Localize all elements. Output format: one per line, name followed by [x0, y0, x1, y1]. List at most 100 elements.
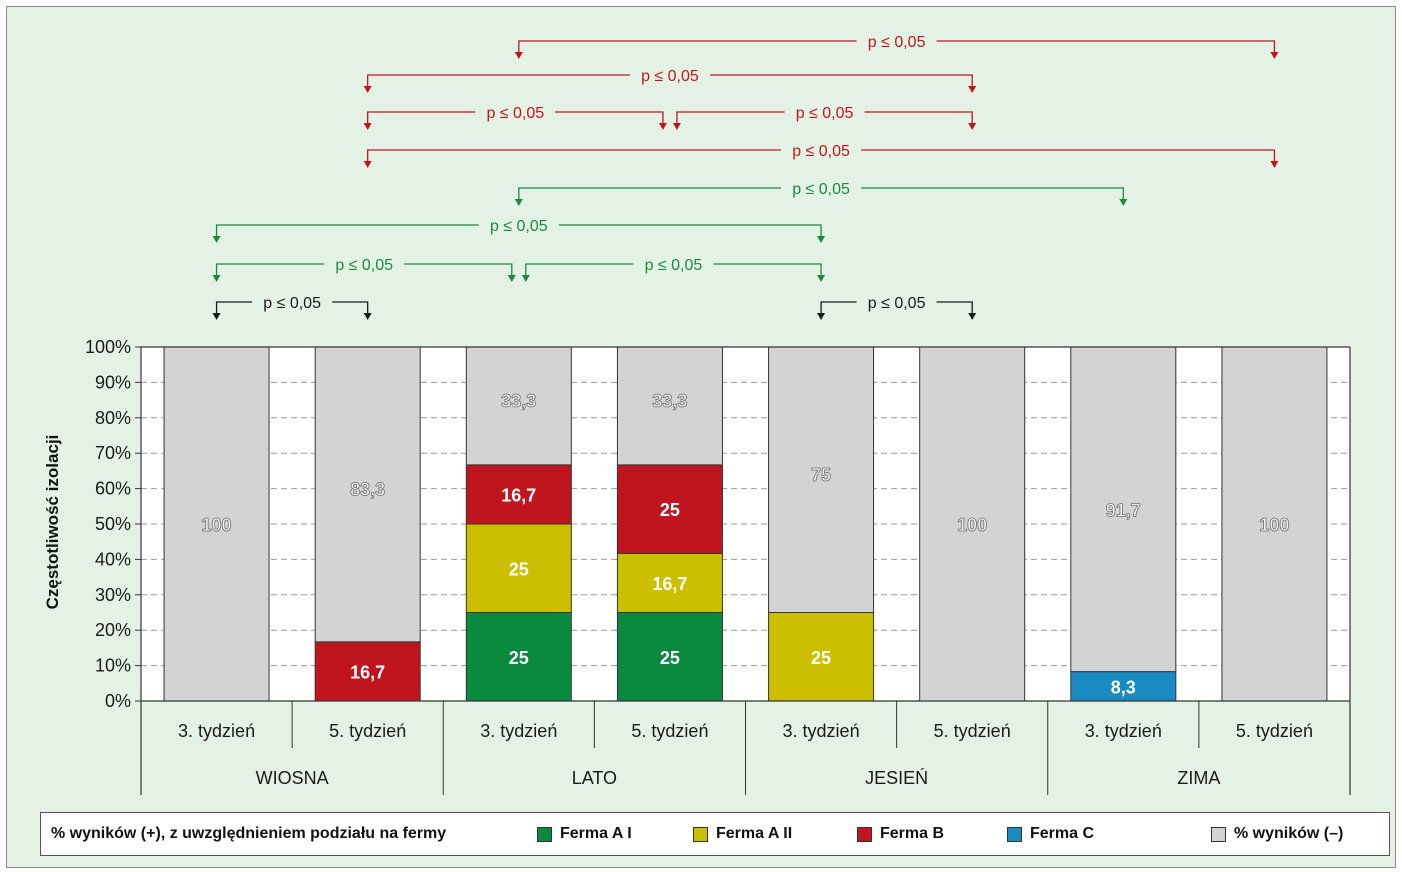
data-label: 33,3: [652, 391, 687, 411]
legend: % wyników (+), z uwzględnieniem podziału…: [40, 812, 1390, 856]
significance-brackets: p ≤ 0,05 p ≤ 0,05 p ≤ 0,05 p ≤ 0,05 p ≤ 0,05…: [212, 31, 1279, 320]
legend-item-ferma-a-ii: Ferma A II: [693, 825, 792, 843]
bracket-arrow: [817, 236, 826, 243]
data-label: 16,7: [652, 574, 687, 594]
legend-label-ferma-b: Ferma B: [880, 825, 945, 842]
bracket-arrow: [817, 275, 826, 282]
significance-bracket: p ≤ 0,05: [363, 140, 1279, 168]
x-tick-label: 3. tydzień: [783, 721, 860, 741]
data-label: 91,7: [1106, 500, 1141, 520]
bracket-label-bg: [856, 31, 937, 51]
bracket-label: p ≤ 0,05: [868, 34, 926, 51]
bracket-label-bg: [629, 65, 710, 85]
y-axis-label: Częstotliwość izolacji: [43, 435, 62, 610]
legend-swatch-ferma-a-i: [537, 826, 552, 842]
bracket-arrow: [658, 123, 667, 130]
data-label: 25: [811, 648, 831, 668]
x-tick-label: 3. tydzień: [178, 721, 255, 741]
bar-segment: [616, 552, 723, 614]
bracket-label-bg: [478, 215, 559, 235]
bracket-arrow: [507, 275, 516, 282]
bar-segment: [768, 346, 875, 613]
group-label: LATO: [572, 768, 617, 788]
axes: 0% 10% 20% 30% 40% 50% 60% 70% 80% 90% 100% 3. tydz…: [85, 337, 1351, 795]
bracket-label-bg: [252, 292, 333, 312]
bracket-label: p ≤ 0,05: [641, 68, 699, 85]
bar-segment: [465, 464, 572, 525]
bracket-arrow: [514, 52, 523, 59]
significance-bracket: p ≤ 0,05: [212, 215, 826, 243]
bracket-arrow: [1270, 52, 1279, 59]
data-label: 25: [509, 559, 529, 579]
bracket-label-bg: [475, 102, 556, 122]
bracket-label: p ≤ 0,05: [868, 295, 926, 312]
bracket-arrow: [212, 236, 221, 243]
bar-segment: [314, 641, 421, 702]
bar-segment: [465, 346, 572, 466]
bar-segment: [1070, 671, 1177, 702]
data-label: 75: [811, 465, 831, 485]
bar-segment: [616, 346, 723, 466]
y-tick-label: 90%: [95, 372, 131, 392]
bracket-arrow: [1270, 161, 1279, 168]
data-label: 16,7: [501, 485, 536, 505]
bracket-label-bg: [856, 292, 937, 312]
bracket-label: p ≤ 0,05: [486, 105, 544, 122]
bar-segment: [163, 346, 270, 702]
x-tick-label: 3. tydzień: [1085, 721, 1162, 741]
x-tick-label: 3. tydzień: [480, 721, 557, 741]
bracket-label: p ≤ 0,05: [792, 143, 850, 160]
bar-segment: [465, 612, 572, 702]
legend-item-negative: % wyników (–): [1211, 825, 1343, 843]
legend-swatch-ferma-a-ii: [693, 826, 708, 842]
bracket-arrow: [212, 313, 221, 320]
data-label: 100: [957, 515, 987, 535]
data-label: 8,3: [1111, 677, 1136, 697]
bracket-arrow: [672, 123, 681, 130]
bracket-label: p ≤ 0,05: [645, 257, 703, 274]
significance-bracket: p ≤ 0,05: [514, 31, 1279, 59]
y-tick-label: 70%: [95, 443, 131, 463]
legend-item-ferma-a-i: Ferma A I: [537, 825, 632, 843]
significance-bracket: p ≤ 0,05: [514, 178, 1128, 206]
bracket-label-bg: [781, 140, 862, 160]
legend-label-ferma-a-i: Ferma A I: [560, 825, 632, 842]
y-tick-label: 0%: [105, 691, 131, 711]
significance-bracket: p ≤ 0,05: [672, 102, 977, 130]
bracket-arrow: [521, 275, 530, 282]
data-label: 83,3: [350, 479, 385, 499]
bracket-label: p ≤ 0,05: [792, 181, 850, 198]
legend-item-ferma-c: Ferma C: [1007, 825, 1094, 843]
bracket-label: p ≤ 0,05: [490, 218, 548, 235]
bar-segment: [768, 612, 875, 702]
bar-segment: [919, 346, 1026, 702]
bracket-arrow: [363, 86, 372, 93]
data-label: 25: [509, 648, 529, 668]
data-label: 33,3: [501, 391, 536, 411]
bracket-arrow: [363, 123, 372, 130]
data-label: 100: [1259, 515, 1289, 535]
legend-label-ferma-a-ii: Ferma A II: [716, 825, 793, 842]
significance-bracket: p ≤ 0,05: [521, 254, 826, 282]
bracket-arrow: [817, 313, 826, 320]
y-tick-label: 10%: [95, 656, 131, 676]
legend-label-ferma-c: Ferma C: [1030, 825, 1095, 842]
legend-swatch-ferma-b: [857, 826, 872, 842]
bar-segment: [1221, 346, 1328, 702]
legend-label-negative: % wyników (–): [1234, 825, 1344, 842]
y-tick-label: 80%: [95, 408, 131, 428]
data-label: 100: [202, 515, 232, 535]
bracket-label: p ≤ 0,05: [263, 295, 321, 312]
bar-segment: [314, 346, 421, 643]
bracket-arrow: [212, 275, 221, 282]
legend-swatch-ferma-c: [1007, 826, 1022, 842]
legend-swatch-negative: [1211, 826, 1226, 842]
group-label: ZIMA: [1177, 768, 1220, 788]
data-label: 16,7: [350, 662, 385, 682]
y-tick-label: 20%: [95, 620, 131, 640]
bracket-arrow: [968, 86, 977, 93]
bracket-label: p ≤ 0,05: [335, 257, 393, 274]
significance-bracket: p ≤ 0,05: [363, 65, 977, 93]
bracket-arrow: [363, 161, 372, 168]
